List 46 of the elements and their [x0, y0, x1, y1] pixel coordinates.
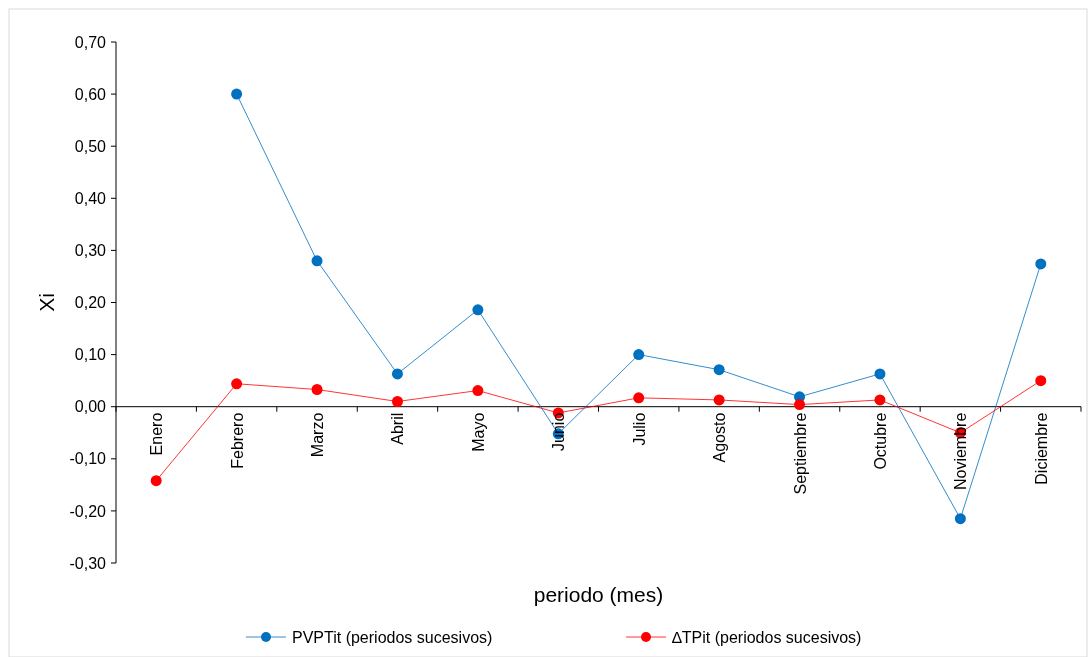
point	[633, 349, 645, 361]
y-tick-label: -0,10	[69, 450, 107, 468]
x-tick-label: Febrero	[228, 412, 246, 469]
y-tick-label: 0,60	[74, 85, 107, 103]
point	[633, 392, 645, 404]
point	[1035, 258, 1047, 270]
x-tick-label: Abril	[389, 412, 407, 445]
point	[472, 385, 484, 397]
point	[713, 394, 725, 406]
point	[1035, 375, 1047, 387]
legend-label: PVPTit (periodos sucesivos)	[292, 628, 493, 646]
x-tick-label: Junio	[550, 412, 568, 451]
x-tick-label: Enero	[148, 412, 166, 456]
point	[311, 255, 323, 267]
point	[874, 368, 886, 380]
x-tick-label: Marzo	[309, 412, 327, 458]
y-tick-label: -0,20	[69, 502, 107, 520]
point	[713, 364, 725, 376]
x-tick-label: Septiembre	[791, 412, 809, 495]
x-tick-label: Noviembre	[952, 412, 970, 491]
x-tick-label: Octubre	[871, 412, 889, 470]
x-axis-title: periodo (mes)	[533, 583, 664, 606]
y-axis-title: Xi	[35, 293, 58, 312]
y-tick-label: 0,20	[74, 294, 107, 312]
x-tick-label: Mayo	[469, 412, 487, 452]
y-tick-label: 0,10	[74, 346, 107, 364]
y-tick-label: 0,40	[74, 189, 107, 207]
point	[391, 368, 403, 380]
point	[391, 395, 403, 407]
point	[954, 513, 966, 525]
point	[231, 88, 243, 100]
y-tick-label: -0,30	[69, 554, 107, 572]
y-tick-label: 0,50	[74, 137, 107, 155]
x-tick-label: Julio	[630, 412, 648, 446]
y-tick-label: 0,30	[74, 242, 107, 259]
point	[311, 384, 323, 396]
point	[794, 399, 806, 411]
y-tick-label: 0,00	[74, 398, 107, 416]
x-tick-label: Agosto	[711, 412, 729, 463]
y-tick-label: 0,70	[74, 33, 107, 51]
point	[231, 378, 243, 390]
point	[472, 304, 484, 316]
point	[150, 475, 162, 487]
legend-label: ∆TPit (periodos sucesivos)	[672, 628, 862, 646]
point	[874, 394, 886, 406]
x-tick-label: Diciembre	[1032, 412, 1050, 485]
